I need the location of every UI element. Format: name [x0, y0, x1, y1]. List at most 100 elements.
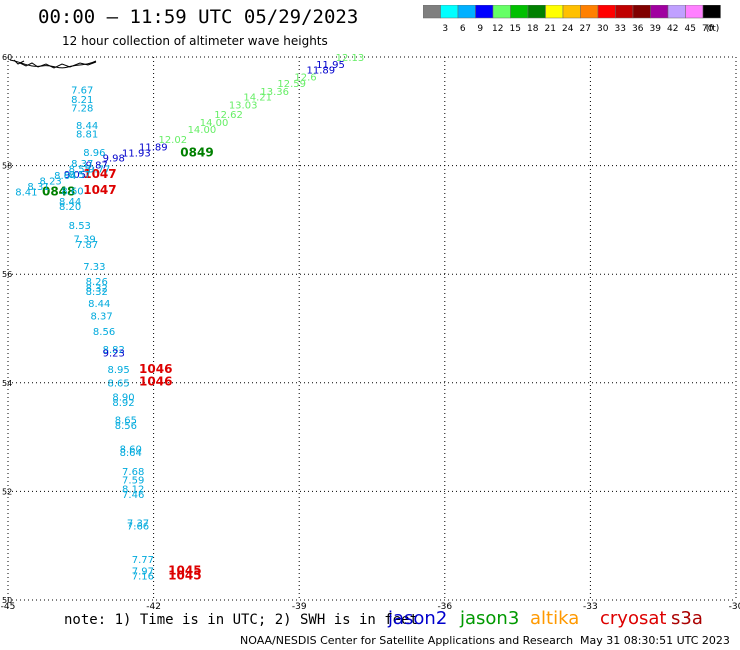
lon-tick-label: -33 [583, 602, 598, 610]
lat-tick-label: 56 [2, 270, 12, 279]
wave-height-colorbar: 3 6 9 12 15 18 21 24 27 30 33 36 39 42 45 70(ft) [423, 5, 721, 34]
colorbar-tick-label: 3 [442, 24, 448, 34]
wave-height-label: 7.46 [122, 490, 144, 501]
lon-tick-label: -30 [729, 602, 740, 610]
generated-timestamp: May 31 08:30:51 UTC 2023 [580, 634, 730, 647]
wave-height-label: 8.60 [120, 444, 142, 455]
lat-tick-label: 52 [2, 487, 12, 496]
colorbar-tick-label: 27 [580, 24, 591, 34]
wave-height-label: 8.31 [27, 182, 49, 193]
colorbar-tick-label: 70 [702, 24, 714, 34]
wave-height-label: 8.23 [40, 177, 62, 188]
wave-height-label: 8.32 [86, 287, 108, 298]
colorbar-tick-label: 33 [615, 24, 626, 34]
wave-height-label: 11.93 [122, 148, 151, 159]
lon-tick-label: -36 [437, 602, 452, 610]
wave-height-label: 8.95 [107, 365, 129, 376]
wave-height-label: 8.65 [107, 379, 129, 390]
pass-time-label: 1047 [83, 167, 116, 181]
map-title: 00:00 — 11:59 UTC 05/29/2023 [38, 6, 359, 28]
lat-tick-label: 50 [2, 596, 12, 605]
wave-height-label: 8.96 [83, 148, 105, 159]
wave-height-label: 12.62 [214, 110, 243, 121]
colorbar-tick-label: 18 [527, 24, 539, 34]
wave-height-label: 9.77 [88, 165, 110, 176]
wave-height-label: 14.00 [200, 118, 229, 129]
wave-height-label: 8.55 [69, 165, 91, 176]
lat-tick-label: 54 [2, 379, 12, 388]
lat-tick-label: 60 [2, 53, 12, 62]
wave-height-label: 7.37 [127, 519, 149, 530]
pass-time-label: 1045 [168, 563, 201, 577]
wave-height-label: 12.59 [277, 79, 306, 90]
wave-height-label: 12.13 [336, 53, 365, 64]
wave-height-label: 8.44 [88, 299, 110, 310]
wave-height-label: 7.39 [74, 235, 96, 246]
colorbar-tick-label: 21 [545, 24, 556, 34]
pass-time-label: 0848 [42, 184, 75, 198]
wave-height-label: 7.16 [132, 571, 154, 582]
wave-height-label: 14.00 [188, 125, 217, 136]
wave-height-label: 8.81 [76, 129, 98, 140]
lat-tick-label: 58 [2, 162, 12, 171]
colorbar-tick-label: 42 [667, 24, 678, 34]
wave-height-label: 8.65 [115, 416, 137, 427]
wave-height-label: 8.92 [112, 398, 134, 409]
wave-height-label: 9.87 [86, 160, 108, 171]
wave-height-label: 14.21 [243, 92, 272, 103]
pass-time-label: 1045 [168, 568, 201, 582]
wave-height-label: 11.89 [139, 142, 168, 153]
wave-height-label: 8.12 [122, 484, 144, 495]
satellite-legend-jason3: jason3 [460, 608, 520, 629]
wave-height-label: 9.23 [103, 349, 125, 360]
wave-height-label: 8.26 [86, 277, 108, 288]
wave-height-label: 8.20 [59, 202, 81, 213]
wave-height-label: 7.59 [122, 475, 144, 486]
wave-height-label: 8.82 [103, 345, 125, 356]
colorbar-swatch [702, 5, 721, 19]
satellite-legend-s3a: s3a [671, 608, 703, 629]
colorbar-unit-label: (ft) [706, 24, 720, 34]
pass-time-label: 1046 [139, 375, 172, 389]
wave-height-label: 8.56 [93, 327, 115, 338]
wave-height-label: 8.57 [69, 170, 91, 181]
wave-height-label: 11.89 [306, 65, 335, 76]
wave-height-label: 7.67 [71, 85, 93, 96]
lon-tick-label: -39 [292, 602, 307, 610]
wave-height-label: 7.68 [122, 467, 144, 478]
pass-time-label: 0849 [180, 145, 213, 159]
wave-height-label: 9.98 [103, 153, 125, 164]
lon-tick-label: -45 [1, 602, 16, 610]
lat-lon-grid: -45 -42 -39 -36 -33 -30 50 52 54 56 58 60 [1, 53, 740, 610]
pass-time-label: 1046 [139, 362, 172, 376]
colorbar-tick-label: 39 [650, 24, 662, 34]
colorbar-tick-label: 30 [597, 24, 609, 34]
wave-height-label: 8.37 [91, 311, 113, 322]
colorbar-tick-label: 24 [562, 24, 574, 34]
wave-height-label: 7.97 [132, 566, 154, 577]
wave-height-label: 8.60 [61, 186, 83, 197]
wave-height-label: 8.90 [112, 393, 134, 404]
wave-height-label: 7.33 [83, 262, 105, 273]
wave-height-map: -45-42-39-36-33-30505254565860 12.1311.9… [1, 53, 740, 610]
map-subtitle: 12 hour collection of altimeter wave hei… [62, 34, 328, 48]
wave-height-label: 7.87 [76, 240, 98, 251]
satellite-legend-jason2: jason2 [388, 608, 448, 629]
footer-note: note: 1) Time is in UTC; 2) SWH is in fe… [64, 612, 419, 628]
colorbar-tick-label: 15 [510, 24, 521, 34]
wave-height-label: 7.66 [127, 521, 149, 532]
wave-height-label: 11.95 [316, 60, 345, 71]
wave-height-label: 8.41 [15, 187, 37, 198]
colorbar-tick-label: 12 [492, 24, 503, 34]
wave-height-label: 8.64 [54, 171, 76, 182]
wave-height-label: 9.05 [64, 170, 86, 181]
wave-height-label: 8.37 [71, 159, 93, 170]
lon-tick-label: -42 [146, 602, 161, 610]
wave-height-label: 12.6 [294, 72, 316, 83]
satellite-legend-altika: altika [530, 608, 580, 629]
wave-height-label: 8.64 [120, 448, 142, 459]
colorbar-tick-label: 36 [632, 24, 644, 34]
wave-height-label: 8.32 [86, 284, 108, 295]
credit-line: NOAA/NESDIS Center for Satellite Applica… [240, 634, 574, 647]
satellite-legend-cryosat: cryosat [600, 608, 667, 629]
